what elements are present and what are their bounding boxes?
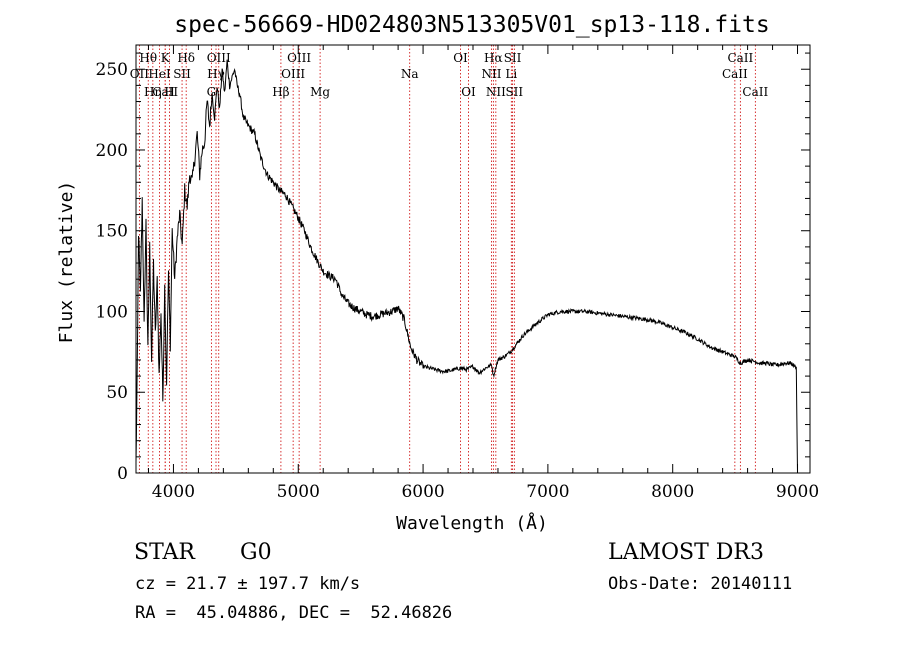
x-tick-label: 6000 — [401, 482, 444, 502]
spectral-line-label: K — [161, 51, 171, 65]
spectral-line-label: SII — [504, 51, 522, 65]
spectral-line-label: CaII — [727, 51, 753, 65]
spectral-line-label: HeI — [148, 67, 171, 81]
spectral-line-label: H — [164, 85, 174, 99]
object-subclass: G0 — [240, 540, 272, 565]
spectral-line-label: Hγ — [207, 67, 225, 81]
y-tick-label: 50 — [106, 383, 128, 403]
x-tick-label: 7000 — [526, 482, 569, 502]
y-axis-label: Flux (relative) — [56, 181, 77, 344]
x-tick-label: 5000 — [277, 482, 320, 502]
spectral-line-label: Mg — [310, 85, 330, 99]
spectral-line-label: G — [207, 85, 217, 99]
spectral-line-label: Hβ — [272, 85, 289, 99]
axis-ticks: 4000 5000 6000 7000 8000 9000 0 50 100 150 200 250 — [96, 45, 819, 502]
spectrum-series-line — [135, 59, 798, 474]
spectral-line-label: OIII — [207, 51, 231, 65]
y-tick-label: 100 — [96, 302, 128, 322]
spectral-line-label: OI — [461, 85, 476, 99]
object-class: STAR — [134, 540, 195, 565]
spectral-line-label: CaII — [152, 85, 178, 99]
spectral-line-label: Hα — [484, 51, 503, 65]
plot-frame — [135, 44, 811, 474]
spectral-line-label: OIII — [281, 67, 305, 81]
x-tick-label: 8000 — [651, 482, 694, 502]
spectral-line-label: Li — [505, 67, 517, 81]
spectral-line-label: SII — [173, 67, 191, 81]
spectral-line-label: Hδ — [177, 51, 195, 65]
x-axis-label: Wavelength (Å) — [396, 512, 548, 534]
x-tick-label: 4000 — [152, 482, 195, 502]
spectral-line-label: NII — [481, 67, 501, 81]
observation-date: Obs-Date: 20140111 — [608, 574, 793, 594]
spectral-line-label: Hθ — [139, 51, 157, 65]
spectral-line-label: CaII — [742, 85, 768, 99]
coordinates: RA = 45.04886, DEC = 52.46826 — [135, 603, 453, 623]
spectral-line-label: NII — [486, 85, 506, 99]
redshift-value: cz = 21.7 ± 197.7 km/s — [135, 574, 361, 594]
y-tick-label: 0 — [117, 464, 128, 484]
y-tick-label: 250 — [96, 60, 128, 80]
spectral-line-label: CaII — [722, 67, 748, 81]
spectral-line-label: OII — [130, 67, 150, 81]
spectral-line-markers — [138, 45, 756, 473]
spectral-line-label: OI — [453, 51, 468, 65]
survey-name: LAMOST DR3 — [608, 540, 764, 565]
spectral-line-label: Na — [401, 67, 419, 81]
spectral-line-label: SII — [505, 85, 523, 99]
x-tick-label: 9000 — [776, 482, 819, 502]
y-tick-label: 200 — [96, 141, 128, 161]
spectral-line-label: Hη — [144, 85, 162, 99]
y-tick-label: 150 — [96, 222, 128, 242]
chart-title: spec-56669-HD024803N513305V01_sp13-118.f… — [174, 12, 769, 38]
spectral-line-label: OIII — [287, 51, 311, 65]
